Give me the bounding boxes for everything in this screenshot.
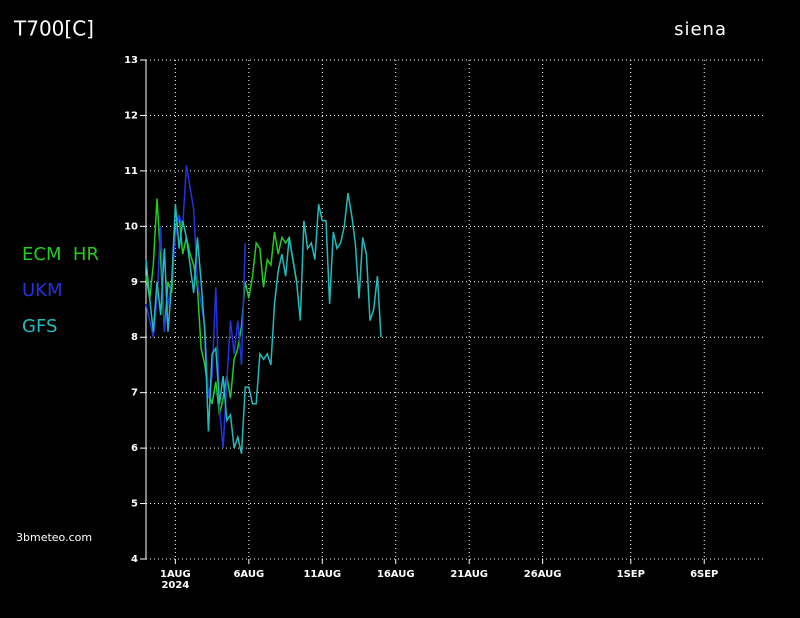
x-tick-label: 11AUG: [303, 569, 341, 580]
x-year-label: 2024: [161, 580, 189, 591]
x-tick-label: 6AUG: [233, 569, 264, 580]
y-tick-label: 13: [124, 55, 138, 66]
y-tick-label: 11: [124, 166, 138, 177]
y-tick-label: 7: [131, 388, 138, 399]
y-tick-label: 5: [131, 499, 138, 510]
series-line: [145, 192, 382, 454]
y-tick-label: 10: [124, 221, 138, 232]
legend-entry: ECM HR: [22, 244, 99, 265]
y-tick-label: 4: [131, 554, 138, 565]
y-tick-label: 8: [131, 332, 138, 343]
x-tick-label: 21AUG: [450, 569, 488, 580]
x-tick-label: 1SEP: [617, 569, 645, 580]
y-tick-label: 9: [131, 277, 138, 288]
legend-entry: GFS: [22, 316, 57, 337]
location: siena: [674, 19, 727, 40]
watermark: 3bmeteo.com: [16, 531, 92, 544]
y-tick-label: 12: [124, 110, 138, 121]
x-tick-label: 16AUG: [377, 569, 415, 580]
legend-entry: UKM: [22, 280, 63, 301]
x-tick-label: 1AUG: [160, 569, 191, 580]
y-tick-label: 6: [131, 443, 138, 454]
x-tick-label: 26AUG: [524, 569, 562, 580]
chart-title: T700[C]: [13, 17, 94, 41]
x-tick-label: 6SEP: [690, 569, 718, 580]
